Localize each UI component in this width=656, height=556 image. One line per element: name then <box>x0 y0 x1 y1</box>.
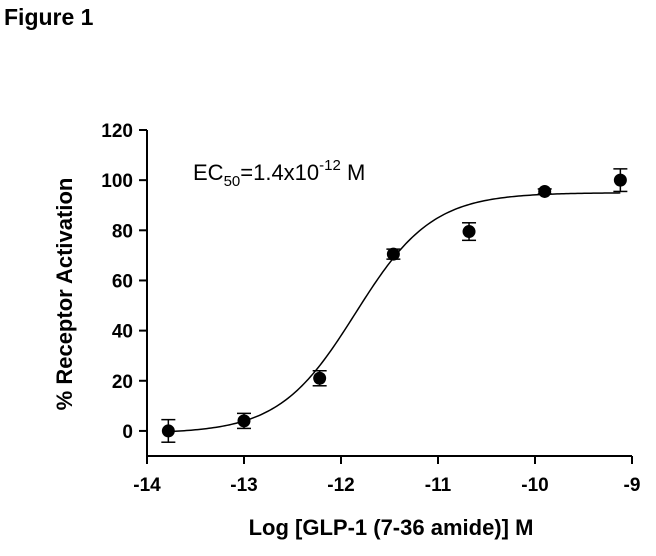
ec50-annotation-main: EC <box>193 160 224 185</box>
ec50-annotation: EC50=1.4x10-12 M <box>193 157 365 190</box>
x-tick-label: -10 <box>521 475 548 496</box>
y-tick-label: 40 <box>112 322 133 343</box>
x-tick-label: -11 <box>425 475 452 496</box>
ec50-annotation-subscript: 50 <box>224 173 241 190</box>
ec50-annotation-superscript: -12 <box>319 157 341 174</box>
x-axis-title: Log [GLP-1 (7-36 amide)] M <box>249 515 534 540</box>
x-tick-label: -14 <box>133 475 161 496</box>
data-points <box>161 168 628 443</box>
x-tick-label: -12 <box>327 475 354 496</box>
data-point <box>161 424 175 438</box>
fit-curve <box>168 192 621 433</box>
y-tick-label: 80 <box>112 221 133 242</box>
x-tick-label: -13 <box>230 475 257 496</box>
data-point <box>462 225 476 239</box>
data-point <box>613 173 627 187</box>
figure-label: Figure 1 <box>4 4 94 30</box>
data-point <box>386 247 400 261</box>
y-tick-label: 60 <box>112 271 133 292</box>
y-tick-label: 100 <box>101 171 133 192</box>
y-tick-label: 120 <box>101 121 133 142</box>
data-point <box>538 184 552 198</box>
ec50-annotation-mid: =1.4x10 <box>240 160 319 185</box>
data-point <box>237 414 251 428</box>
data-point <box>313 371 327 385</box>
y-tick-label: 20 <box>112 372 133 393</box>
x-tick-label: -9 <box>624 475 641 496</box>
axes: 0 20 40 60 80 100 120 -14 -13 -12 -11 -10 -9 <box>101 121 640 496</box>
y-axis-title: % Receptor Activation <box>52 178 77 411</box>
ec50-annotation-unit: M <box>341 160 365 185</box>
y-tick-label: 0 <box>122 422 133 443</box>
